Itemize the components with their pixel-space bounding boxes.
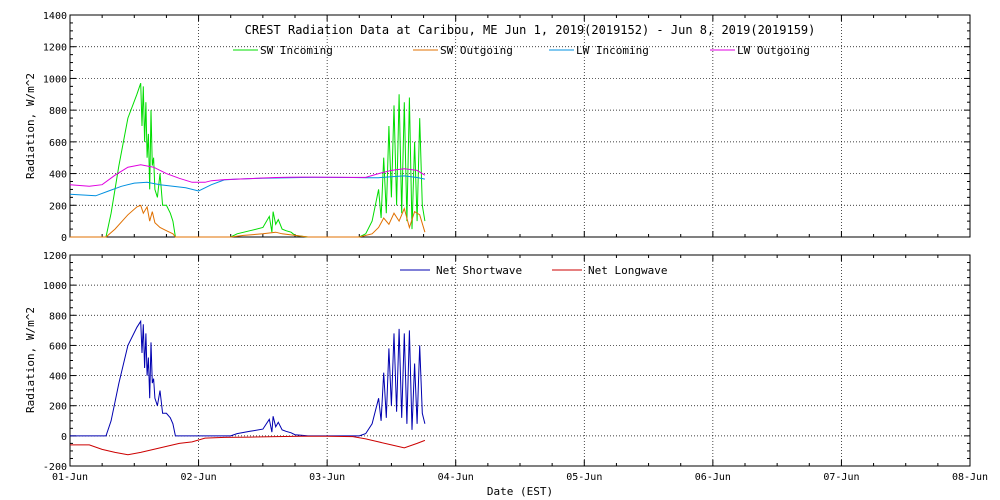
top-y-tick-label: 200 — [49, 201, 67, 212]
top-grid — [70, 15, 970, 237]
top-y-tick-label: 1200 — [43, 43, 67, 54]
bottom-y-tick-label: -200 — [43, 462, 67, 473]
x-tick-label: 03-Jun — [309, 472, 345, 483]
series-line-net-longwave — [70, 435, 426, 456]
bottom-y-tick-label: 0 — [61, 432, 67, 443]
legend-label-net-longwave: Net Longwave — [588, 264, 667, 277]
x-tick-label: 04-Jun — [438, 472, 474, 483]
bottom-legend: Net Shortwave Net Longwave — [400, 264, 667, 277]
bottom-y-tick-label: 200 — [49, 402, 67, 413]
x-tick-label: 07-Jun — [823, 472, 859, 483]
bottom-grid — [70, 255, 970, 466]
bottom-y-tick-label: 400 — [49, 372, 67, 383]
legend-label-sw-incoming: SW Incoming — [260, 44, 333, 57]
top-y-tick-label: 1400 — [43, 11, 67, 22]
series-line-sw-outgoing — [70, 204, 426, 238]
bottom-y-tick-label: 800 — [49, 311, 67, 322]
bottom-y-tick-label: 1200 — [43, 251, 67, 262]
bottom-series — [70, 319, 426, 456]
top-legend: SW Incoming SW Outgoing LW Incoming LW O… — [233, 44, 810, 57]
chart-title: CREST Radiation Data at Caribou, ME Jun … — [245, 23, 816, 37]
legend-label-lw-incoming: LW Incoming — [576, 44, 649, 57]
legend-label-lw-outgoing: LW Outgoing — [737, 44, 810, 57]
x-tick-label: 01-Jun — [52, 472, 88, 483]
bottom-plot-frame — [69, 254, 971, 467]
top-series — [69, 83, 426, 238]
top-y-tick-label: 400 — [49, 170, 67, 181]
top-y-tick-label: 600 — [49, 138, 67, 149]
x-tick-label: 08-Jun — [952, 472, 988, 483]
top-y-ticks: 0 200 400 600 800 1000 1200 1400 — [43, 11, 971, 244]
x-ticks: 01-Jun 02-Jun 03-Jun 04-Jun 05-Jun 06-Jun 07-J… — [52, 472, 988, 483]
series-line-sw-incoming — [70, 83, 426, 238]
x-tick-label: 06-Jun — [695, 472, 731, 483]
legend-label-sw-outgoing: SW Outgoing — [440, 44, 513, 57]
top-y-axis-label: Radiation, W/m^2 — [24, 73, 37, 179]
bottom-y-ticks: -200 0 200 400 600 800 1000 1200 — [43, 251, 971, 473]
bottom-y-axis-label: Radiation, W/m^2 — [24, 307, 37, 413]
x-tick-label: 05-Jun — [566, 472, 602, 483]
bottom-y-tick-label: 600 — [49, 341, 67, 352]
top-plot-frame — [69, 14, 971, 238]
top-y-tick-label: 0 — [61, 233, 67, 244]
series-line-lw-outgoing — [69, 164, 426, 187]
legend-label-net-shortwave: Net Shortwave — [436, 264, 522, 277]
top-panel: 0 200 400 600 800 1000 1200 1400 CREST Radiatio… — [24, 11, 971, 244]
top-y-tick-label: 800 — [49, 106, 67, 117]
series-line-net-shortwave — [70, 319, 426, 437]
x-tick-label: 02-Jun — [181, 472, 217, 483]
x-axis-label: Date (EST) — [487, 485, 553, 498]
top-y-tick-label: 1000 — [43, 74, 67, 85]
bottom-y-tick-label: 1000 — [43, 281, 67, 292]
bottom-panel: -200 0 200 400 600 800 1000 1200 01-Jun 02-Jun 03… — [24, 251, 988, 498]
